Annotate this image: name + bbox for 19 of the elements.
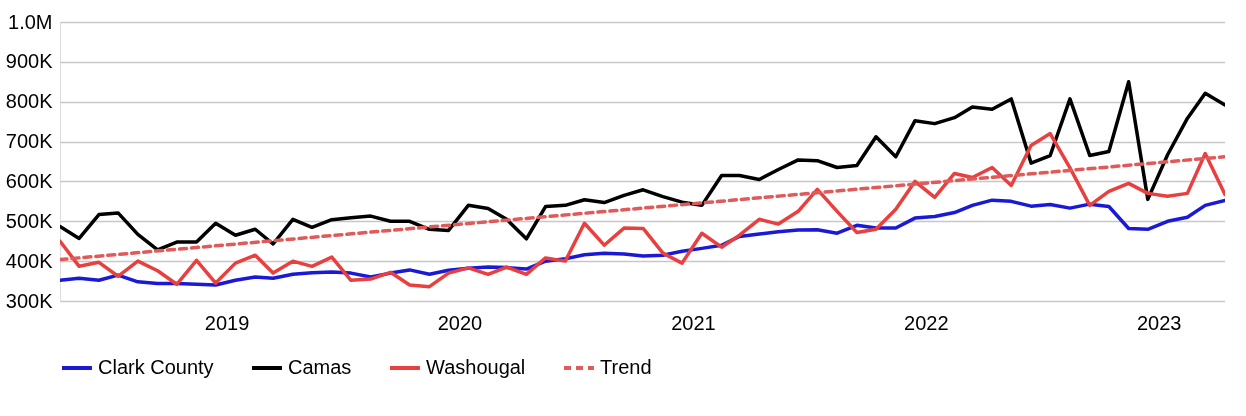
line-series (60, 131, 1225, 289)
line-series (60, 80, 1225, 252)
x-tick-label: 2021 (671, 311, 716, 334)
x-tick-label: 2019 (204, 311, 250, 334)
y-tick-label: 500K (5, 209, 54, 232)
legend-label: Clark County (98, 356, 214, 378)
legend-label: Trend (600, 356, 652, 378)
y-tick-label: 1.0M (8, 10, 53, 33)
y-tick-label: 300K (5, 289, 54, 312)
legend-label: Camas (288, 356, 352, 378)
y-tick-label: 400K (5, 249, 54, 272)
legend-label: Washougal (426, 356, 526, 378)
y-tick-label: 800K (5, 90, 54, 113)
y-tick-label: 900K (5, 50, 54, 73)
y-tick-label: 600K (5, 169, 54, 192)
y-tick-label: 700K (5, 130, 54, 153)
x-tick-label: 2020 (437, 311, 483, 334)
x-tick-label: 2022 (904, 311, 949, 334)
x-tick-label: 2023 (1136, 311, 1182, 334)
